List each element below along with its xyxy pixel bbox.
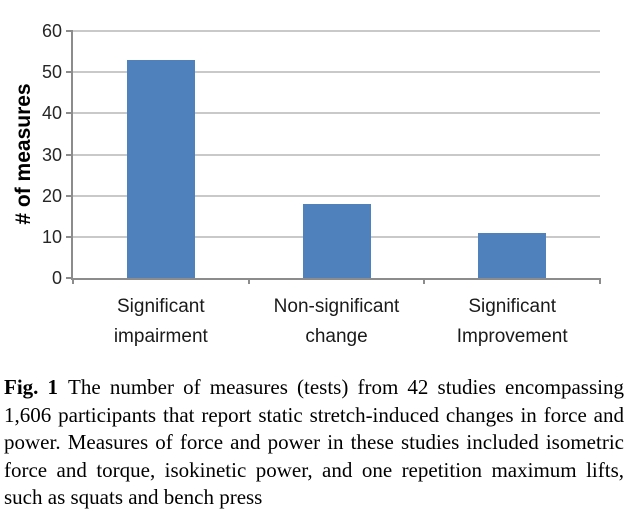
y-tick-label-50: 50 — [41, 62, 62, 83]
plot-area — [71, 30, 601, 284]
gridline-60 — [73, 30, 600, 32]
figure-caption: Fig. 1 The number of measures (tests) fro… — [4, 374, 624, 511]
y-tick-label-60: 60 — [41, 21, 62, 41]
x-category-label-2: Non-significant change — [273, 296, 400, 347]
bar-1 — [126, 59, 195, 278]
x-category-label-3: Significant Improvement — [456, 296, 568, 347]
bar-3 — [478, 232, 547, 278]
y-tick-mark-60 — [66, 30, 73, 32]
y-tick-label-0: 0 — [51, 268, 62, 288]
y-axis-line — [71, 31, 73, 280]
gridline-20 — [73, 194, 600, 197]
y-tick-mark-10 — [66, 235, 73, 238]
y-tick-mark-20 — [66, 194, 73, 197]
gridline-30 — [73, 153, 600, 156]
x-tick-mark-2 — [423, 278, 426, 284]
y-tick-mark-40 — [66, 112, 73, 115]
x-tick-mark-0 — [72, 278, 74, 284]
x-category-label-1: Significant impairment — [113, 296, 208, 347]
gridline-40 — [73, 112, 600, 115]
y-tick-label-20: 20 — [41, 185, 62, 206]
y-tick-mark-30 — [66, 153, 73, 156]
y-tick-mark-50 — [66, 71, 73, 74]
y-tick-label-10: 10 — [41, 226, 62, 247]
figure-caption-text: The number of measures (tests) from 42 s… — [4, 375, 624, 509]
x-axis-line — [71, 278, 600, 280]
y-tick-label-40: 40 — [41, 103, 62, 124]
y-tick-label-30: 30 — [41, 144, 62, 165]
gridline-50 — [73, 71, 600, 74]
y-tick-mark-0 — [66, 277, 73, 279]
x-tick-mark-1 — [247, 278, 250, 284]
x-tick-mark-3 — [599, 278, 601, 284]
figure-caption-label: Fig. 1 — [4, 375, 59, 399]
bar-chart: # of measures 0 10 20 30 40 50 60 Significant … — [12, 21, 601, 347]
bar-2 — [302, 203, 371, 278]
